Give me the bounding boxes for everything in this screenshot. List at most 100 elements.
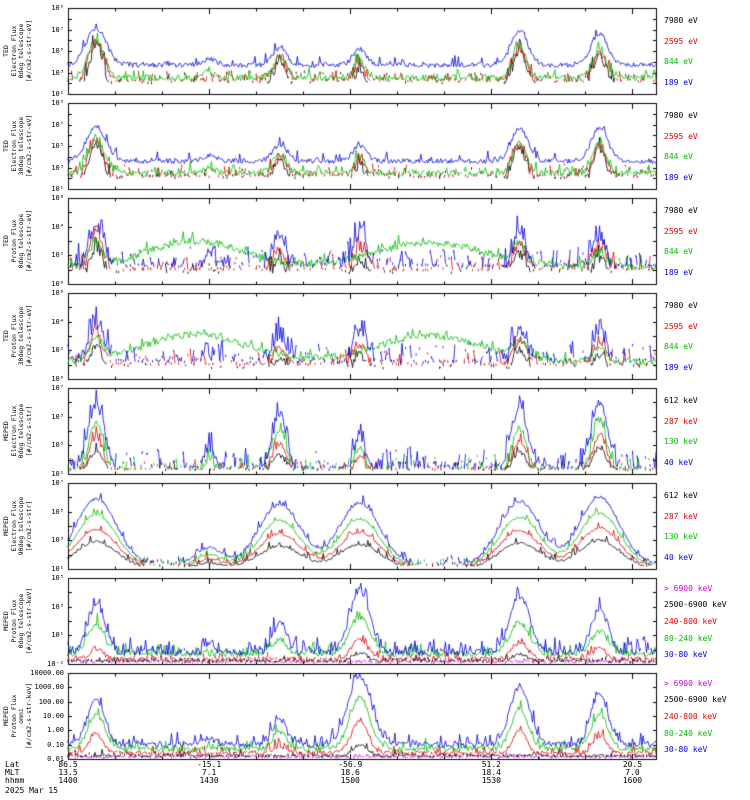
y-tick-label-ted-electron-30deg-0: 10⁹	[51, 99, 64, 107]
panel-title-line: [#/cm2-s-str]	[24, 500, 33, 552]
channel-label-meped-proton-omni-1: 2500-6900 keV	[664, 695, 727, 705]
channel-label-ted-proton-30deg-3: 189 eV	[664, 362, 693, 372]
channel-label-ted-proton-0deg-2: 844 eV	[664, 247, 693, 257]
panel-title-line: [#/cm2-s-str]	[24, 405, 33, 457]
panel-title-ted-electron-30deg: TED Electron Flux 30deg telescope [#/cm2-s-…	[2, 103, 34, 189]
panel-title-meped-proton-0deg: MEPED Proton Flux 0deg telescope [#/cm2-s-s…	[2, 578, 34, 664]
lat-row-label: Lat	[5, 760, 20, 769]
panel-title-meped-proton-omni: MEPED Proton Flux omni [#/cm2-s-str-keV]	[2, 673, 34, 759]
panel-title-ted-proton-30deg: TED Proton Flux 30deg telescope [#/cm2-s-st…	[2, 293, 34, 379]
hhmm-value-1: 1430	[199, 776, 219, 785]
hhmm-value-0: 1400	[58, 776, 78, 785]
y-tick-label-ted-electron-0deg-3: 10³	[51, 68, 64, 77]
y-tick-label-ted-proton-30deg-2: 10²	[51, 346, 64, 355]
y-tick-label-ted-electron-30deg-1: 10⁷	[51, 120, 64, 129]
y-tick-label-ted-proton-0deg-2: 10²	[51, 251, 64, 260]
panel-title-ted-electron-0deg: TED Electron Flux 0deg telescope [#/cm2-s-s…	[2, 8, 34, 94]
hhmm-row-label: hhmm	[5, 776, 25, 785]
y-tick-label-meped-electron-0deg-0: 10⁷	[51, 384, 64, 392]
y-tick-label-ted-proton-0deg-1: 10⁴	[51, 222, 64, 231]
channel-label-meped-proton-0deg-3: 80-240 keV	[664, 633, 713, 643]
y-tick-label-ted-proton-30deg-1: 10⁴	[51, 317, 64, 326]
channel-label-ted-proton-30deg-2: 844 eV	[664, 342, 693, 352]
channel-label-meped-electron-90deg-0: 612 keV	[664, 491, 698, 501]
y-tick-label-meped-proton-0deg-1: 10³	[51, 602, 64, 611]
hhmm-value-3: 1530	[481, 776, 501, 785]
channel-label-ted-electron-0deg-3: 189 eV	[664, 77, 693, 87]
date-label: 2025 Mar 15	[5, 786, 58, 795]
channel-label-ted-electron-30deg-0: 7980 eV	[664, 111, 698, 121]
y-tick-label-meped-proton-omni-1: 1000.00	[34, 683, 64, 692]
mlt-value-4: 7.0	[625, 768, 640, 777]
channel-label-meped-electron-0deg-1: 287 keV	[664, 416, 698, 426]
y-tick-label-ted-electron-30deg-4: 10¹	[51, 185, 64, 193]
y-tick-label-meped-proton-0deg-0: 10⁵	[51, 574, 64, 582]
y-tick-label-meped-proton-omni-0: 10000.00	[30, 669, 64, 677]
y-tick-label-meped-electron-90deg-2: 10³	[51, 536, 64, 545]
panel-title-meped-electron-90deg: MEPED Electron Flux 90deg telescope [#/cm2-…	[2, 483, 34, 569]
lat-value-2: -56.9	[338, 760, 363, 769]
lat-value-3: 51.2	[481, 760, 501, 769]
channel-label-ted-electron-30deg-1: 2595 eV	[664, 131, 698, 141]
y-tick-label-meped-proton-omni-5: 0.10	[47, 740, 64, 749]
channel-label-ted-electron-0deg-0: 7980 eV	[664, 16, 698, 26]
channel-label-ted-proton-0deg-3: 189 eV	[664, 267, 693, 277]
channel-label-meped-electron-0deg-0: 612 keV	[664, 396, 698, 406]
y-tick-label-ted-electron-30deg-3: 10³	[51, 163, 64, 172]
channel-label-ted-proton-0deg-0: 7980 eV	[664, 206, 698, 216]
y-tick-label-meped-proton-0deg-3: 10⁻¹	[47, 660, 64, 668]
channel-label-ted-electron-30deg-2: 844 eV	[664, 152, 693, 162]
channel-label-ted-electron-0deg-1: 2595 eV	[664, 36, 698, 46]
y-tick-label-ted-electron-0deg-0: 10⁹	[51, 4, 64, 12]
y-tick-label-meped-electron-0deg-3: 10¹	[51, 470, 64, 478]
y-tick-label-meped-proton-omni-2: 100.00	[38, 697, 64, 706]
y-tick-label-ted-proton-0deg-0: 10⁶	[51, 194, 64, 202]
y-tick-label-ted-electron-0deg-1: 10⁷	[51, 25, 64, 34]
mlt-value-2: 18.6	[340, 768, 360, 777]
y-tick-label-ted-proton-30deg-0: 10⁶	[51, 289, 64, 297]
channel-label-meped-proton-0deg-4: 30-80 keV	[664, 650, 708, 660]
panel-title-line: [#/cm2-s-str-keV]	[24, 587, 33, 655]
lat-value-0: 86.5	[58, 760, 78, 769]
panel-title-meped-electron-0deg: MEPED Electron Flux 0deg telescope [#/cm2-s…	[2, 388, 34, 474]
y-tick-label-meped-proton-0deg-2: 10¹	[51, 631, 64, 640]
lat-value-1: -15.1	[197, 760, 222, 769]
panel-title-line: [#/cm2-s-str-eV]	[24, 19, 33, 83]
y-tick-label-meped-electron-90deg-0: 10⁷	[51, 479, 64, 487]
channel-label-meped-electron-0deg-2: 130 keV	[664, 437, 698, 447]
channel-label-meped-electron-90deg-2: 130 keV	[664, 532, 698, 542]
channel-label-meped-proton-0deg-2: 240-800 keV	[664, 617, 717, 626]
channel-label-meped-electron-0deg-3: 40 keV	[664, 457, 693, 467]
mlt-row-label: MLT	[5, 768, 20, 777]
y-tick-label-ted-electron-30deg-2: 10⁵	[51, 142, 64, 150]
channel-label-ted-electron-30deg-3: 189 eV	[664, 172, 693, 182]
channel-label-meped-proton-0deg-0: > 6900 keV	[664, 583, 713, 593]
lat-value-4: 20.5	[622, 760, 643, 769]
channel-label-meped-electron-90deg-3: 40 keV	[664, 552, 693, 562]
y-tick-label-meped-proton-omni-3: 10.00	[42, 712, 64, 720]
y-tick-label-meped-proton-omni-4: 1.00	[47, 726, 64, 735]
y-tick-label-meped-electron-0deg-2: 10³	[51, 441, 64, 450]
panel-title-ted-proton-0deg: TED Proton Flux 0deg telescope [#/cm2-s-str…	[2, 198, 34, 284]
panel-title-line: [#/cm2-s-str-eV]	[24, 304, 33, 368]
y-tick-label-ted-electron-0deg-4: 10¹	[51, 90, 64, 98]
channel-label-meped-proton-omni-2: 240-800 keV	[664, 712, 717, 721]
y-tick-label-ted-proton-30deg-3: 10⁰	[51, 375, 64, 383]
y-tick-label-ted-electron-0deg-2: 10⁵	[51, 47, 64, 55]
channel-label-ted-proton-30deg-1: 2595 eV	[664, 321, 698, 331]
panel-title-line: [#/cm2-s-str-keV]	[24, 682, 33, 750]
panel-title-line: [#/cm2-s-str-eV]	[24, 114, 33, 178]
channel-label-ted-proton-0deg-1: 2595 eV	[664, 226, 698, 236]
channel-label-meped-proton-omni-3: 80-240 keV	[664, 728, 713, 738]
y-tick-label-meped-electron-90deg-1: 10⁵	[51, 507, 64, 516]
channel-label-ted-electron-0deg-2: 844 eV	[664, 57, 693, 67]
channel-label-meped-proton-0deg-1: 2500-6900 keV	[664, 600, 727, 610]
hhmm-value-2: 1500	[340, 776, 360, 785]
y-tick-label-meped-proton-omni-6: 0.01	[47, 755, 64, 763]
channel-label-ted-proton-30deg-0: 7980 eV	[664, 301, 698, 311]
hhmm-value-4: 1600	[622, 776, 643, 785]
channel-label-meped-electron-90deg-1: 287 keV	[664, 511, 698, 521]
mlt-value-0: 13.5	[58, 768, 78, 777]
